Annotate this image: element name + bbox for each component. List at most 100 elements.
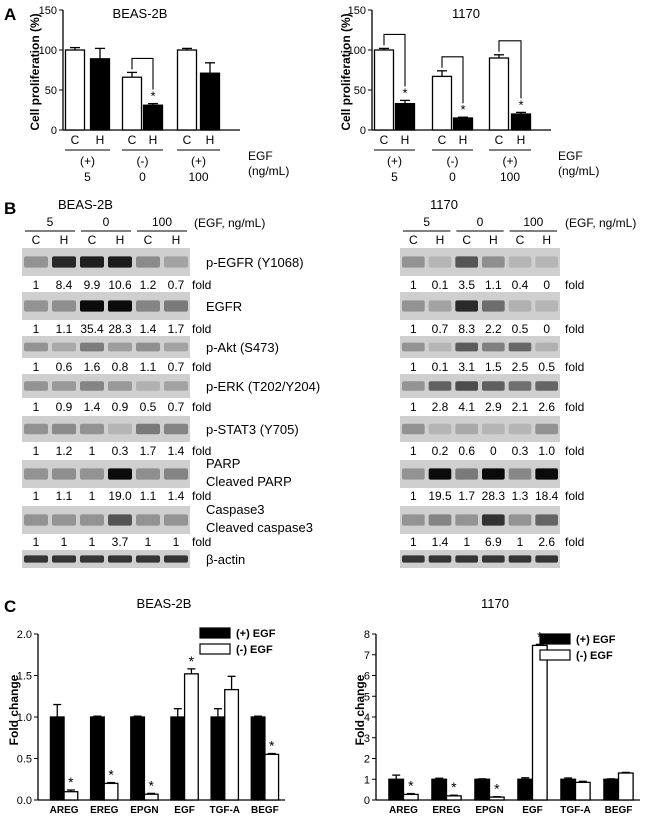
blot-band xyxy=(482,342,505,352)
dose-label: 5 xyxy=(47,215,54,229)
fold-label: fold xyxy=(192,322,211,336)
fold-value: 19.5 xyxy=(428,489,452,503)
fold-value: 0.8 xyxy=(112,360,129,374)
fold-value: 1 xyxy=(89,535,96,549)
fold-value: 1.6 xyxy=(84,360,101,374)
panel-label-b: B xyxy=(4,199,16,218)
significance-star: * xyxy=(269,738,275,754)
fold-value: 18.4 xyxy=(535,489,559,503)
fold-label: fold xyxy=(192,535,211,549)
blot-band xyxy=(508,423,532,435)
egf-sign: (+) xyxy=(503,154,518,168)
fold-value: 3.1 xyxy=(458,360,475,374)
blot-band xyxy=(80,468,104,480)
proliferation-chart-1170: 1170 Cell proliferation (%) EGF (ng/mL) … xyxy=(339,5,599,184)
blot-band xyxy=(108,468,132,480)
blot-band xyxy=(136,256,160,268)
y-tick-label: 100 xyxy=(39,45,57,57)
y-tick-label: 1 xyxy=(364,774,370,786)
fold-label: fold xyxy=(192,278,211,292)
category-label: TGF-A xyxy=(209,805,240,816)
blot-band xyxy=(428,423,452,435)
fold-value: 1.7 xyxy=(458,489,475,503)
y-tick-label: 50 xyxy=(45,85,57,97)
bar xyxy=(63,791,79,801)
fold-value: 1 xyxy=(173,535,180,549)
blot-band xyxy=(108,514,132,526)
blot-band xyxy=(508,555,532,563)
bar xyxy=(183,673,199,801)
fold-value: 1.7 xyxy=(140,444,157,458)
category-label: BEGF xyxy=(251,805,279,816)
blot-band xyxy=(52,256,76,268)
egf-unit-label: (ng/mL) xyxy=(248,164,289,178)
fold-value: 28.3 xyxy=(482,489,506,503)
blot-band xyxy=(482,256,505,268)
panel-label-a: A xyxy=(4,5,16,24)
lane-label: C xyxy=(462,233,471,247)
fold-change-chart-beas2b: BEAS-2B Fold change 0.0 0.5 1.0 1.5 2.0 * AREG… xyxy=(7,596,285,816)
egf-dose: 0 xyxy=(139,170,146,184)
blot-strip xyxy=(400,374,560,398)
fold-value: 0.2 xyxy=(432,444,449,458)
comparison-bracket xyxy=(498,40,522,99)
category-label: EPGN xyxy=(475,805,503,816)
lane-label: H xyxy=(60,233,69,247)
blot-band xyxy=(52,300,76,312)
fold-value: 1.4 xyxy=(168,489,185,503)
bar xyxy=(510,113,532,131)
bar-label: C xyxy=(128,133,137,147)
chart-title: BEAS-2B xyxy=(137,596,192,611)
fold-value: 1 xyxy=(89,489,96,503)
dose-label: 100 xyxy=(152,215,172,229)
blot-band xyxy=(52,423,76,435)
category-label: EGF xyxy=(522,805,543,816)
blot-band xyxy=(535,514,558,526)
fold-value: 28.3 xyxy=(108,322,132,336)
blot-band xyxy=(482,514,505,526)
fold-value: 0.5 xyxy=(512,322,529,336)
blot-band xyxy=(164,342,188,352)
fold-value: 2.8 xyxy=(432,400,449,414)
fold-value: 1.5 xyxy=(485,360,502,374)
blot-band xyxy=(402,300,425,312)
blot-strip xyxy=(22,506,190,534)
fold-value: 2.5 xyxy=(512,360,529,374)
bar xyxy=(394,102,416,131)
y-tick-label: 7 xyxy=(364,650,370,662)
fold-value: 1 xyxy=(33,489,40,503)
egf-dose: 5 xyxy=(84,170,91,184)
blot-band xyxy=(482,555,505,563)
bar-label: H xyxy=(149,133,158,147)
bar xyxy=(142,104,164,131)
fold-value: 35.4 xyxy=(80,322,104,336)
fold-value: 3.7 xyxy=(112,535,129,549)
blot-band xyxy=(402,468,425,480)
blot-band xyxy=(136,342,160,352)
blot-strip xyxy=(400,416,560,442)
bar xyxy=(49,716,65,801)
fold-value: 1 xyxy=(33,444,40,458)
protein-label: p-STAT3 (Y705) xyxy=(206,422,299,437)
fold-value: 2.6 xyxy=(538,400,555,414)
dose-label: 5 xyxy=(423,215,430,229)
protein-label: PARP xyxy=(206,456,240,471)
blot-band xyxy=(136,381,160,391)
category-label: AREG xyxy=(50,805,79,816)
legend-label: (+) EGF xyxy=(576,634,616,646)
fold-value: 1 xyxy=(89,444,96,458)
y-tick-label: 100 xyxy=(348,45,366,57)
y-tick-label: 0 xyxy=(360,125,366,137)
blot-band xyxy=(24,381,48,391)
bar-label: C xyxy=(183,133,192,147)
legend-label: (+) EGF xyxy=(236,628,276,640)
bar-label: C xyxy=(438,133,447,147)
fold-label: fold xyxy=(565,444,584,458)
category-label: BEGF xyxy=(605,805,633,816)
fold-value: 1.1 xyxy=(140,360,157,374)
blot-strip xyxy=(400,292,560,320)
fold-value: 6.9 xyxy=(485,535,502,549)
fold-value: 0 xyxy=(490,444,497,458)
bar-label: H xyxy=(459,133,468,147)
